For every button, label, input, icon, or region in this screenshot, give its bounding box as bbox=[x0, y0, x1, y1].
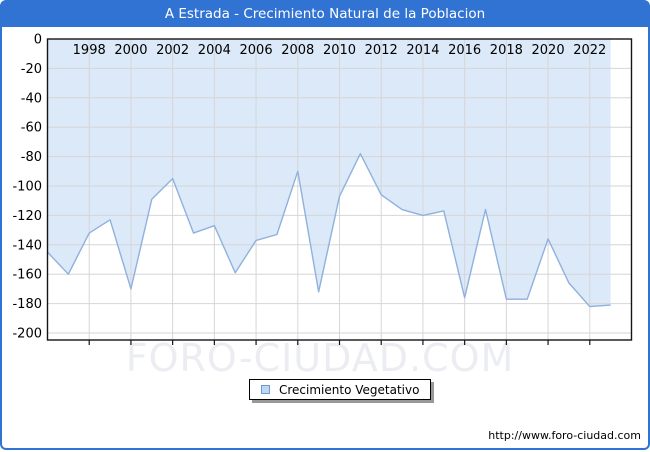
x-tick-label-2010: 2010 bbox=[323, 43, 356, 58]
x-tick-label-2000: 2000 bbox=[114, 43, 147, 58]
y-tick-label--140: -140 bbox=[12, 238, 42, 253]
y-tick-label--100: -100 bbox=[12, 180, 42, 195]
y-tick-label--20: -20 bbox=[21, 62, 42, 77]
x-tick-label-2006: 2006 bbox=[240, 43, 273, 58]
x-tick-label-2020: 2020 bbox=[532, 43, 565, 58]
x-tick-label-2002: 2002 bbox=[156, 43, 189, 58]
x-tick-label-2018: 2018 bbox=[490, 43, 523, 58]
area-fill bbox=[47, 39, 611, 307]
x-tick-label-2014: 2014 bbox=[406, 43, 439, 58]
legend: Crecimiento Vegetativo bbox=[249, 379, 432, 400]
plot-border bbox=[46, 38, 633, 341]
y-tick-label--40: -40 bbox=[21, 91, 42, 106]
x-tick-label-2022: 2022 bbox=[573, 43, 606, 58]
x-tick-label-2012: 2012 bbox=[365, 43, 398, 58]
x-tick-label-2004: 2004 bbox=[198, 43, 231, 58]
footer-link[interactable]: http://www.foro-ciudad.com bbox=[488, 429, 641, 442]
y-tick-label--180: -180 bbox=[12, 297, 42, 312]
x-tick-label-2008: 2008 bbox=[281, 43, 314, 58]
watermark: FORO-CIUDAD.COM bbox=[125, 336, 515, 380]
legend-label: Crecimiento Vegetativo bbox=[279, 382, 420, 397]
chart-title: A Estrada - Crecimiento Natural de la Po… bbox=[2, 2, 648, 27]
x-tick-label-1998: 1998 bbox=[73, 43, 106, 58]
y-tick-label-0: 0 bbox=[34, 33, 42, 48]
y-tick-label--200: -200 bbox=[12, 327, 42, 342]
x-tick-label-2016: 2016 bbox=[448, 43, 481, 58]
y-tick-label--80: -80 bbox=[21, 150, 42, 165]
series-line bbox=[46, 152, 611, 308]
y-tick-label--60: -60 bbox=[21, 121, 42, 136]
y-tick-label--160: -160 bbox=[12, 268, 42, 283]
legend-swatch-icon bbox=[261, 385, 270, 394]
y-tick-label--120: -120 bbox=[12, 209, 42, 224]
